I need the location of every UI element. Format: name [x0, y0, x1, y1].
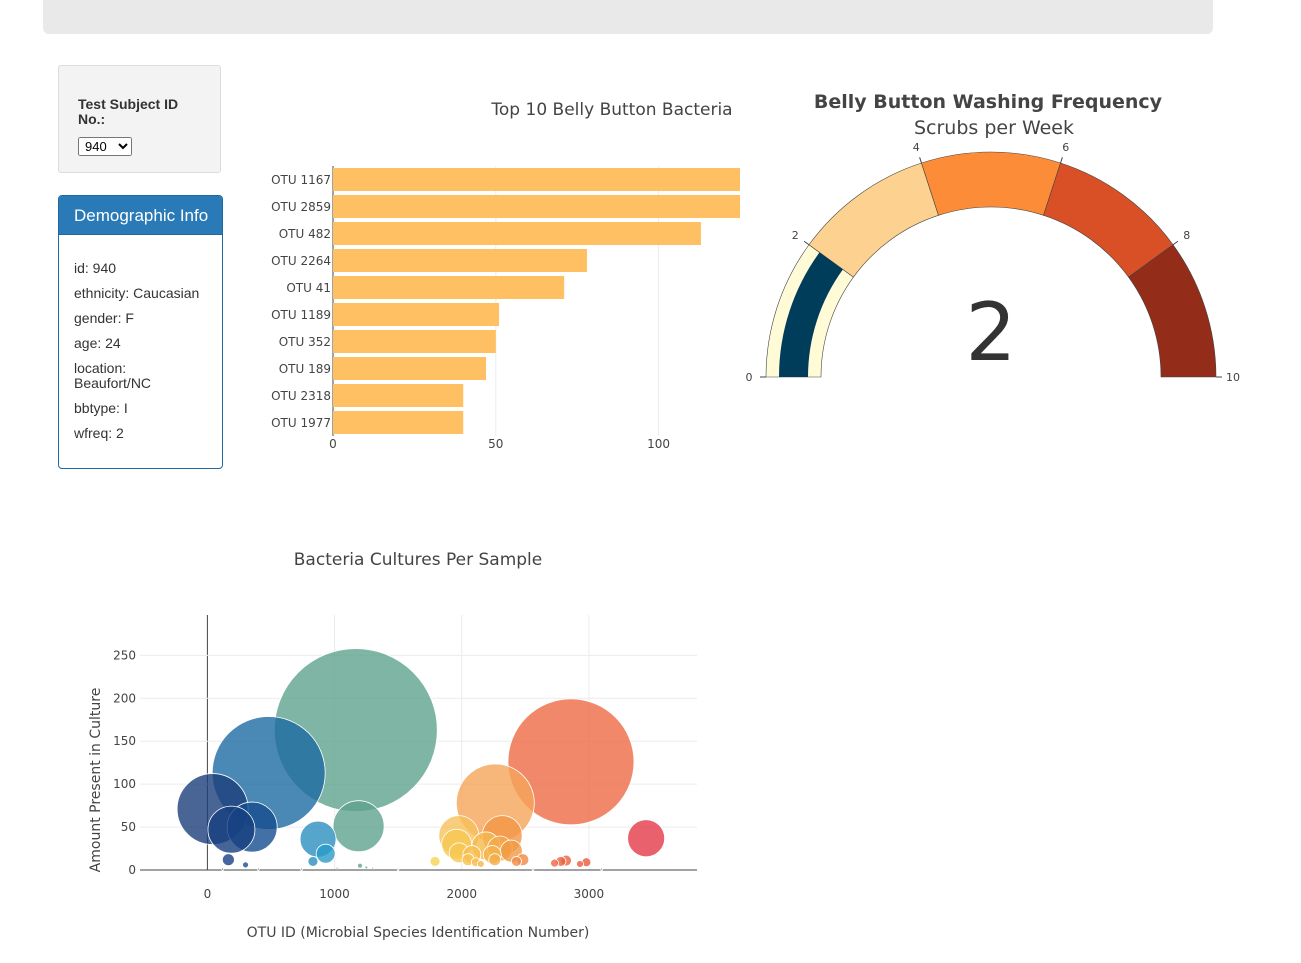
- bubble: [357, 862, 363, 869]
- subject-selector-panel: Test Subject ID No.: 940: [58, 65, 221, 173]
- gauge-title: Belly Button Washing Frequency: [814, 91, 1163, 113]
- bubble-chart-title: Bacteria Cultures Per Sample: [294, 550, 542, 570]
- bar: [333, 411, 464, 434]
- bubble: [332, 800, 385, 853]
- gauge-value-bar: [779, 252, 843, 377]
- bar-category-label: OTU 41: [286, 281, 331, 295]
- demographic-gender: gender: F: [74, 310, 134, 326]
- bubble: [221, 867, 225, 871]
- bar: [333, 384, 464, 407]
- top10-bar-chart: Top 10 Belly Button Bacteria OTU 1167 OTU…: [271, 100, 740, 451]
- bubble: [576, 860, 584, 868]
- gauge-tick-label: 8: [1183, 229, 1190, 242]
- demographic-age: age: 24: [74, 335, 121, 351]
- bubble: [627, 819, 666, 858]
- bubble-y-tick-label: 0: [128, 863, 136, 877]
- demographic-info-title: Demographic Info: [59, 196, 222, 235]
- bar: [333, 195, 740, 218]
- bubble: [207, 805, 256, 854]
- bubble: [511, 856, 522, 867]
- bubble: [307, 856, 319, 867]
- bubble-y-tick-label: 150: [113, 734, 136, 748]
- bar: [333, 249, 587, 272]
- bar-category-label: OTU 2318: [271, 389, 331, 403]
- gauge-tick-label: 10: [1226, 371, 1240, 384]
- bar-x-tick-label: 50: [488, 437, 503, 451]
- gauge-tick: [803, 240, 810, 246]
- gauge-tick-label: 0: [746, 371, 753, 384]
- header-banner: [43, 0, 1213, 34]
- bar: [333, 276, 565, 299]
- subject-id-select[interactable]: 940: [78, 137, 132, 156]
- bubble: [221, 853, 235, 867]
- gauge-value: 2: [966, 286, 1017, 379]
- bar: [333, 303, 500, 326]
- demographic-ethnicity: ethnicity: Caucasian: [74, 285, 200, 301]
- bar-category-label: OTU 189: [279, 362, 331, 376]
- demographic-info-panel: Demographic Info id: 940 ethnicity: Cauc…: [58, 195, 223, 469]
- bar-chart-title: Top 10 Belly Button Bacteria: [490, 100, 732, 120]
- bar: [333, 357, 487, 380]
- bubble: [507, 698, 635, 826]
- gauge-tick: [1060, 157, 1063, 164]
- bar-category-label: OTU 1189: [271, 308, 331, 322]
- bubble-x-tick-label: 3000: [574, 887, 605, 901]
- bar: [333, 330, 496, 353]
- bubble: [300, 867, 303, 871]
- bar-x-tick-label: 100: [647, 437, 670, 451]
- bar-category-label: OTU 352: [279, 335, 331, 349]
- demographic-wfreq: wfreq: 2: [74, 425, 124, 441]
- bubble-x-tick-label: 2000: [446, 887, 477, 901]
- gauge-tick: [919, 157, 922, 164]
- subject-selector-label: Test Subject ID No.:: [78, 96, 179, 127]
- bar-category-label: OTU 2264: [271, 254, 331, 268]
- gauge-tick-label: 2: [792, 229, 799, 242]
- bubble: [256, 867, 260, 871]
- bubble: [364, 865, 369, 870]
- gauge-tick-label: 6: [1062, 141, 1069, 154]
- bubble-y-axis-label: Amount Present in Culture: [88, 688, 104, 873]
- bar-category-label: OTU 1167: [271, 173, 331, 187]
- gauge-subtitle: Scrubs per Week: [914, 117, 1074, 139]
- bubble: [600, 867, 604, 871]
- bubble-x-tick-label: 0: [204, 887, 212, 901]
- bubble-y-tick-label: 100: [113, 777, 136, 791]
- bubble: [371, 866, 375, 870]
- bar-category-label: OTU 1977: [271, 416, 331, 430]
- bubble: [396, 867, 400, 871]
- demographic-id: id: 940: [74, 260, 117, 276]
- bubble-y-tick-label: 200: [113, 691, 136, 705]
- bubble: [242, 861, 249, 869]
- gauge-tick: [1172, 240, 1179, 246]
- bubble-x-tick-label: 1000: [319, 887, 350, 901]
- bubble: [550, 858, 559, 868]
- bar-category-label: OTU 482: [279, 227, 331, 241]
- bar: [333, 168, 740, 191]
- bubble-x-axis-label: OTU ID (Microbial Species Identification…: [247, 925, 590, 941]
- wash-frequency-gauge: Belly Button Washing Frequency Scrubs pe…: [746, 91, 1241, 384]
- bacteria-bubble-chart: Bacteria Cultures Per Sample 0 1000 2000 30…: [88, 550, 697, 941]
- demographic-bbtype: bbtype: I: [74, 400, 128, 416]
- bar: [333, 222, 701, 245]
- bubble: [315, 843, 336, 864]
- demographic-location: location: Beaufort/NC: [74, 360, 152, 391]
- bubble-y-tick-label: 250: [113, 648, 136, 662]
- bubble: [476, 860, 485, 868]
- bar-x-tick-label: 0: [329, 437, 337, 451]
- bubble-y-tick-label: 50: [121, 820, 136, 834]
- gauge-band: [921, 151, 1061, 216]
- gauge-tick-label: 4: [913, 141, 920, 154]
- bubble: [335, 866, 339, 870]
- bubble: [429, 856, 441, 867]
- bubble: [531, 867, 535, 871]
- bar-category-label: OTU 2859: [271, 200, 331, 214]
- bubble: [488, 853, 502, 867]
